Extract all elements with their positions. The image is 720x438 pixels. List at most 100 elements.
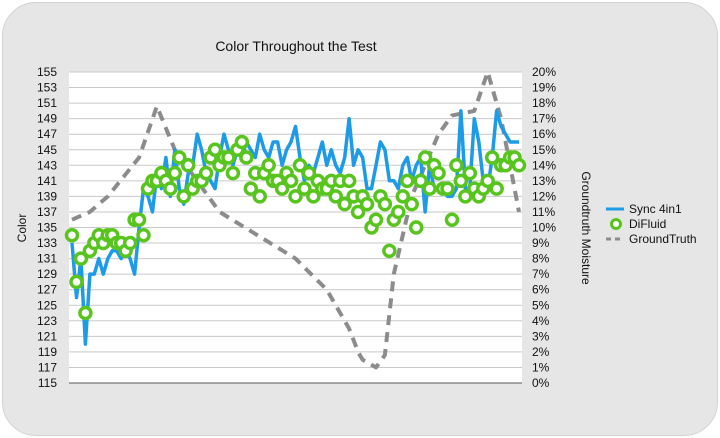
- y-tick-label: 115: [38, 376, 57, 390]
- difluid-point: [413, 173, 428, 189]
- difluid-point: [337, 196, 352, 212]
- difluid-point: [163, 181, 178, 196]
- difluid-point: [274, 181, 290, 196]
- difluid-point: [440, 181, 455, 196]
- y2-tick-label: 6%: [532, 283, 550, 297]
- difluid-point: [368, 212, 384, 227]
- y-tick-label: 149: [37, 112, 57, 126]
- difluid-point: [261, 158, 276, 173]
- difluid-point: [350, 204, 366, 220]
- y-tick-label: 147: [37, 127, 57, 141]
- difluid-point: [444, 212, 460, 227]
- y2-tick-label: 12%: [532, 189, 556, 203]
- difluid-point: [377, 196, 393, 212]
- difluid-point: [292, 158, 308, 173]
- difluid-point: [301, 165, 317, 181]
- difluid-point: [239, 150, 254, 165]
- difluid-point: [297, 181, 312, 196]
- y2-tick-label: 20%: [532, 65, 556, 79]
- y2-tick-label: 18%: [532, 96, 556, 110]
- difluid-point: [391, 204, 406, 220]
- y2-tick-label: 16%: [532, 127, 556, 141]
- difluid-point: [382, 243, 397, 259]
- legend-label-difluid: DiFluid: [629, 217, 666, 231]
- difluid-point: [283, 173, 299, 189]
- y-tick-label: 137: [37, 205, 57, 219]
- y-tick-label: 135: [37, 221, 57, 235]
- difluid-point: [180, 158, 196, 173]
- difluid-point: [480, 173, 495, 189]
- y2-tick-label: 3%: [532, 329, 550, 343]
- y-tick-label: 129: [37, 267, 57, 281]
- difluid-point: [198, 165, 214, 181]
- y2-tick-label: 10%: [532, 221, 556, 235]
- difluid-point: [417, 150, 433, 165]
- y-tick-label: 131: [37, 252, 57, 266]
- y-tick-label: 145: [37, 143, 57, 157]
- y2-tick-label: 1%: [532, 360, 550, 374]
- difluid-point: [395, 189, 411, 204]
- y2-tick-label: 7%: [532, 267, 550, 281]
- y2-tick-label: 8%: [532, 252, 550, 266]
- y2-tick-label: 17%: [532, 112, 556, 126]
- difluid-point: [453, 173, 469, 189]
- y2-tick-label: 19%: [532, 81, 556, 95]
- y-tick-label: 125: [37, 298, 57, 312]
- difluid-point: [458, 189, 473, 204]
- y2-tick-label: 5%: [532, 298, 550, 312]
- groundtruth-line: [71, 70, 521, 370]
- difluid-point: [288, 189, 303, 204]
- difluid-point: [484, 150, 500, 165]
- y2-tick-label: 11%: [532, 205, 555, 219]
- y-tick-label: 155: [37, 65, 57, 79]
- legend-label-sync-4in1: Sync 4in1: [629, 202, 682, 216]
- chart-title: Color Throughout the Test: [215, 38, 376, 54]
- difluid-point: [431, 165, 446, 181]
- y-tick-label: 141: [37, 174, 57, 188]
- difluid-point: [252, 189, 267, 204]
- difluid-point: [341, 173, 357, 189]
- difluid-point: [489, 181, 504, 196]
- difluid-point: [449, 158, 464, 173]
- y2-tick-label: 14%: [532, 158, 556, 172]
- difluid-point: [328, 189, 343, 204]
- legend-label-groundtruth: GroundTruth: [629, 232, 697, 246]
- y-axis-label: Color: [15, 214, 29, 243]
- difluid-point: [400, 173, 415, 189]
- difluid-point: [462, 165, 478, 181]
- difluid-point: [73, 251, 89, 266]
- y-tick-label: 121: [37, 329, 57, 343]
- y2-tick-label: 4%: [532, 314, 550, 328]
- difluid-point: [176, 189, 191, 204]
- difluid-point: [131, 212, 147, 227]
- difluid-point: [404, 196, 419, 212]
- y-tick-label: 151: [37, 96, 57, 110]
- y2-tick-label: 0%: [532, 376, 550, 390]
- difluid-point: [359, 196, 375, 212]
- difluid-point: [422, 181, 437, 196]
- difluid-point: [69, 274, 84, 290]
- y2-tick-label: 15%: [532, 143, 556, 157]
- y-tick-label: 117: [38, 360, 57, 374]
- difluid-point: [122, 235, 138, 251]
- difluid-point: [225, 165, 241, 181]
- y-tick-label: 143: [37, 158, 57, 172]
- y-tick-label: 119: [38, 345, 57, 359]
- difluid-point: [511, 158, 527, 173]
- y2-axis-label: Groundtruth Moisture: [579, 171, 593, 285]
- y2-tick-label: 2%: [532, 345, 550, 359]
- y-tick-label: 123: [37, 314, 57, 328]
- legend-marker-difluid: [610, 218, 622, 230]
- series-layer: [64, 70, 527, 370]
- y-tick-label: 153: [37, 81, 57, 95]
- difluid-point: [64, 228, 80, 243]
- difluid-point: [136, 228, 151, 243]
- difluid-point: [243, 181, 259, 196]
- difluid-point: [207, 142, 223, 157]
- y-tick-label: 139: [37, 189, 57, 203]
- difluid-point: [408, 220, 424, 235]
- y-axis-ticks: 1551531511491471451431411391371351331311…: [37, 65, 57, 390]
- difluid-point: [167, 165, 183, 181]
- difluid-point: [234, 134, 250, 150]
